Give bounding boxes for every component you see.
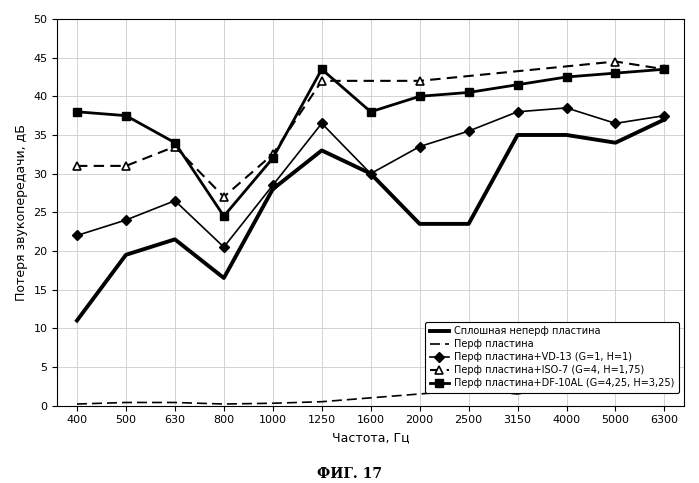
Перф пластина+VD-13 (G=1, H=1) xyxy=(219,244,228,250)
Перф пластина+VD-13 (G=1, H=1) xyxy=(661,113,669,118)
Перф пластина+VD-13 (G=1, H=1) xyxy=(366,170,375,176)
Перф пластина xyxy=(415,391,424,397)
Перф пластина+ISO-7 (G=4, H=1,75) xyxy=(122,163,130,169)
Перф пластина+VD-13 (G=1, H=1) xyxy=(317,120,326,126)
Line: Перф пластина: Перф пластина xyxy=(77,379,665,404)
Перф пластина+DF-10AL (G=4,25, H=3,25) xyxy=(73,109,81,114)
Line: Перф пластина+VD-13 (G=1, H=1): Перф пластина+VD-13 (G=1, H=1) xyxy=(73,104,668,251)
Перф пластина+ISO-7 (G=4, H=1,75) xyxy=(73,163,81,169)
Перф пластина+VD-13 (G=1, H=1) xyxy=(171,198,179,204)
Legend: Сплошная неперф пластина, Перф пластина, Перф пластина+VD-13 (G=1, H=1), Перф пл: Сплошная неперф пластина, Перф пластина,… xyxy=(425,322,679,393)
Перф пластина+VD-13 (G=1, H=1) xyxy=(611,120,619,126)
Перф пластина+DF-10AL (G=4,25, H=3,25) xyxy=(122,113,130,118)
Перф пластина+ISO-7 (G=4, H=1,75) xyxy=(611,58,619,64)
Перф пластина+ISO-7 (G=4, H=1,75) xyxy=(661,66,669,72)
Перф пластина xyxy=(611,376,619,382)
Перф пластина+VD-13 (G=1, H=1) xyxy=(73,233,81,239)
Перф пластина xyxy=(464,387,473,393)
Перф пластина xyxy=(171,399,179,405)
Перф пластина+DF-10AL (G=4,25, H=3,25) xyxy=(171,140,179,145)
Перф пластина+DF-10AL (G=4,25, H=3,25) xyxy=(661,66,669,72)
Перф пластина xyxy=(73,401,81,407)
Перф пластина+DF-10AL (G=4,25, H=3,25) xyxy=(513,82,521,87)
Перф пластина+ISO-7 (G=4, H=1,75) xyxy=(317,78,326,84)
Перф пластина+ISO-7 (G=4, H=1,75) xyxy=(219,194,228,200)
Line: Перф пластина+ISO-7 (G=4, H=1,75): Перф пластина+ISO-7 (G=4, H=1,75) xyxy=(73,57,668,201)
Перф пластина+VD-13 (G=1, H=1) xyxy=(268,182,277,188)
Перф пластина+ISO-7 (G=4, H=1,75) xyxy=(171,143,179,149)
Сплошная неперф пластина xyxy=(122,252,130,258)
Сплошная неперф пластина xyxy=(73,318,81,324)
Перф пластина xyxy=(268,400,277,406)
Перф пластина+ISO-7 (G=4, H=1,75) xyxy=(415,78,424,84)
X-axis label: Частота, Гц: Частота, Гц xyxy=(332,431,410,444)
Перф пластина+DF-10AL (G=4,25, H=3,25) xyxy=(415,93,424,99)
Перф пластина+VD-13 (G=1, H=1) xyxy=(562,105,570,111)
Перф пластина+DF-10AL (G=4,25, H=3,25) xyxy=(268,155,277,161)
Сплошная неперф пластина xyxy=(661,116,669,122)
Перф пластина+DF-10AL (G=4,25, H=3,25) xyxy=(219,213,228,219)
Перф пластина+VD-13 (G=1, H=1) xyxy=(122,217,130,223)
Y-axis label: Потеря звукопередачи, дБ: Потеря звукопередачи, дБ xyxy=(15,124,28,301)
Сплошная неперф пластина xyxy=(171,237,179,242)
Сплошная неперф пластина xyxy=(464,221,473,227)
Перф пластина+VD-13 (G=1, H=1) xyxy=(464,128,473,134)
Сплошная неперф пластина xyxy=(611,140,619,145)
Line: Перф пластина+DF-10AL (G=4,25, H=3,25): Перф пластина+DF-10AL (G=4,25, H=3,25) xyxy=(73,65,668,220)
Перф пластина+DF-10AL (G=4,25, H=3,25) xyxy=(464,89,473,95)
Перф пластина+DF-10AL (G=4,25, H=3,25) xyxy=(611,70,619,76)
Перф пластина+VD-13 (G=1, H=1) xyxy=(513,109,521,114)
Перф пластина+DF-10AL (G=4,25, H=3,25) xyxy=(317,66,326,72)
Сплошная неперф пластина xyxy=(415,221,424,227)
Перф пластина xyxy=(661,380,669,385)
Перф пластина xyxy=(122,399,130,405)
Перф пластина+DF-10AL (G=4,25, H=3,25) xyxy=(562,74,570,80)
Перф пластина+DF-10AL (G=4,25, H=3,25) xyxy=(366,109,375,114)
Перф пластина xyxy=(513,391,521,397)
Сплошная неперф пластина xyxy=(366,170,375,176)
Text: ФИГ. 17: ФИГ. 17 xyxy=(317,467,382,481)
Сплошная неперф пластина xyxy=(317,147,326,153)
Сплошная неперф пластина xyxy=(219,275,228,281)
Line: Сплошная неперф пластина: Сплошная неперф пластина xyxy=(77,119,665,321)
Сплошная неперф пластина xyxy=(513,132,521,138)
Перф пластина xyxy=(219,401,228,407)
Перф пластина xyxy=(562,384,570,389)
Сплошная неперф пластина xyxy=(268,186,277,192)
Перф пластина+VD-13 (G=1, H=1) xyxy=(415,143,424,149)
Перф пластина xyxy=(317,399,326,405)
Перф пластина xyxy=(366,395,375,401)
Сплошная неперф пластина xyxy=(562,132,570,138)
Перф пластина+ISO-7 (G=4, H=1,75) xyxy=(268,151,277,157)
